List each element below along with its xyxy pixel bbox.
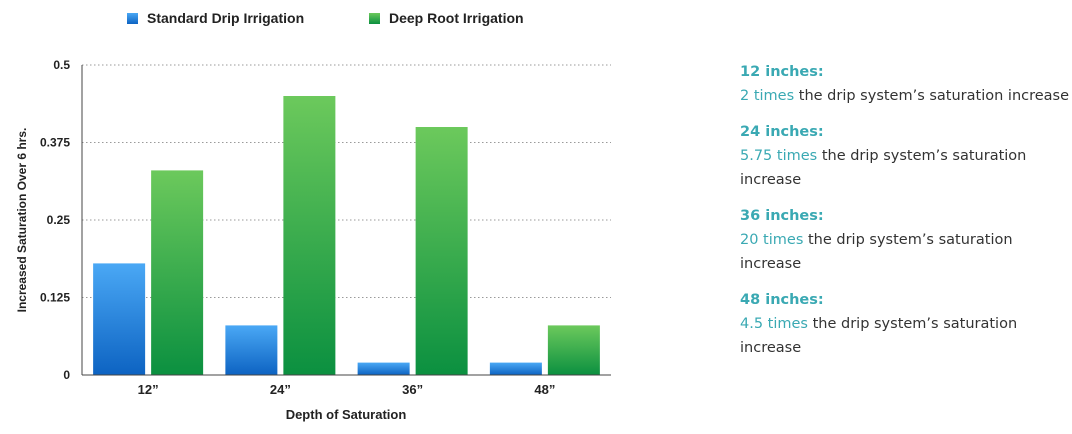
y-tick-label: 0.125 — [40, 291, 70, 305]
x-tick-label: 36” — [402, 382, 423, 397]
x-axis-title: Depth of Saturation — [286, 407, 407, 422]
bar-deep-root — [415, 127, 468, 375]
stat-value: 4.5 times — [740, 316, 808, 332]
bar-standard-drip — [489, 362, 542, 375]
stat-rest: the drip system’s saturation increase — [740, 148, 1027, 188]
y-axis-title: Increased Saturation Over 6 hrs. — [15, 128, 29, 313]
x-tick-label: 24” — [270, 382, 291, 397]
stat-title: 24 inches: — [740, 124, 824, 140]
stat-text: 20 times the drip system’s saturation in… — [740, 228, 1070, 276]
x-tick-label: 48” — [534, 382, 555, 397]
x-tick-label: 12” — [138, 382, 159, 397]
stat-value: 20 times — [740, 232, 804, 248]
y-tick-label: 0 — [63, 368, 70, 382]
bar-deep-root — [283, 96, 336, 375]
axes — [81, 65, 611, 376]
bar-chart: Standard Drip Irrigation Deep Root Irriga… — [15, 10, 611, 422]
legend-swatch — [127, 13, 138, 24]
legend-label: Standard Drip Irrigation — [147, 10, 304, 26]
legend: Standard Drip Irrigation Deep Root Irriga… — [127, 10, 524, 26]
stat-48-inches: 48 inches: 4.5 times the drip system’s s… — [740, 288, 1070, 360]
stat-36-inches: 36 inches: 20 times the drip system’s sa… — [740, 204, 1070, 276]
stat-text: 2 times the drip system’s saturation inc… — [740, 84, 1070, 108]
y-tick-label: 0.25 — [47, 213, 71, 227]
stat-text: 5.75 times the drip system’s saturation … — [740, 144, 1070, 192]
bar-deep-root — [151, 170, 204, 375]
stat-value: 5.75 times — [740, 148, 818, 164]
bars — [93, 96, 600, 375]
stat-rest: the drip system’s saturation increase — [740, 316, 1018, 356]
y-tick-label: 0.5 — [53, 58, 70, 72]
bar-standard-drip — [93, 263, 146, 375]
stat-title: 36 inches: — [740, 208, 824, 224]
stat-value: 2 times — [740, 88, 795, 104]
stat-rest: the drip system’s saturation increase — [794, 88, 1070, 104]
y-tick-label: 0.375 — [40, 136, 70, 150]
bar-standard-drip — [225, 325, 278, 375]
tick-labels: 0 0.125 0.25 0.375 0.5 12” 24” 36” 48” — [40, 58, 555, 397]
legend-swatch — [369, 13, 380, 24]
bar-standard-drip — [357, 362, 410, 375]
bar-deep-root — [547, 325, 600, 375]
stat-rest: the drip system’s saturation increase — [740, 232, 1013, 272]
legend-label: Deep Root Irrigation — [389, 10, 524, 26]
stat-12-inches: 12 inches: 2 times the drip system’s sat… — [740, 60, 1070, 108]
stat-text: 4.5 times the drip system’s saturation i… — [740, 312, 1070, 360]
stat-title: 12 inches: — [740, 64, 824, 80]
stats-panel: 12 inches: 2 times the drip system’s sat… — [740, 60, 1070, 372]
stat-24-inches: 24 inches: 5.75 times the drip system’s … — [740, 120, 1070, 192]
stat-title: 48 inches: — [740, 292, 824, 308]
